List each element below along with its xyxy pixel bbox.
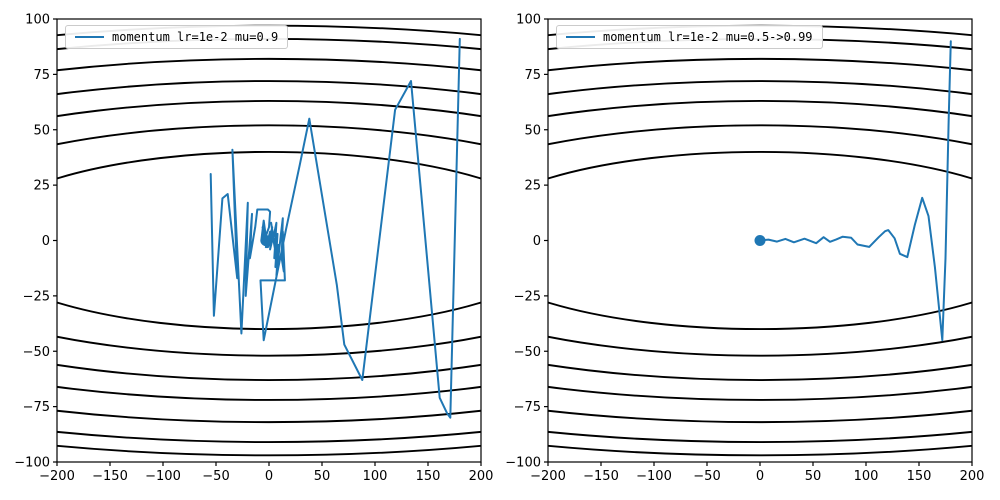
trajectory-line <box>759 40 952 342</box>
x-tick-label: −50 <box>693 469 720 484</box>
contour-ellipse <box>548 24 972 457</box>
contour-ellipse <box>548 80 972 401</box>
y-tick-label: 0 <box>42 234 50 249</box>
y-tick-label: 75 <box>524 68 541 83</box>
x-tick-label: 100 <box>363 469 388 484</box>
contour-ellipse <box>57 100 481 381</box>
x-tick-label: 150 <box>907 469 932 484</box>
y-tick-label: 25 <box>524 179 541 194</box>
contour-ellipse <box>57 38 481 443</box>
x-tick-label: −50 <box>202 469 229 484</box>
x-tick-label: −100 <box>145 469 181 484</box>
y-tick-label: −75 <box>514 400 541 415</box>
contour-ellipse <box>548 100 972 381</box>
contour-ellipse <box>548 124 972 357</box>
x-tick-label: −100 <box>636 469 672 484</box>
legend-line-sample <box>566 36 595 39</box>
x-tick-label: 200 <box>469 469 494 484</box>
y-tick-label: 50 <box>33 123 50 138</box>
x-tick-label: 100 <box>854 469 879 484</box>
x-tick-label: 200 <box>960 469 985 484</box>
legend-label: momentum lr=1e-2 mu=0.9 <box>112 30 279 44</box>
legend-box-left: momentum lr=1e-2 mu=0.9 <box>65 25 289 50</box>
x-tick-label: −200 <box>530 469 566 484</box>
y-tick-label: −25 <box>23 289 50 304</box>
endpoint-marker <box>260 235 272 246</box>
x-tick-label: 150 <box>416 469 441 484</box>
y-tick-label: 50 <box>524 123 541 138</box>
y-tick-label: −100 <box>505 456 541 471</box>
x-tick-label: 50 <box>805 469 822 484</box>
x-tick-label: 0 <box>756 469 764 484</box>
x-tick-label: 0 <box>265 469 273 484</box>
contour-ellipse <box>57 150 481 331</box>
y-tick-label: 75 <box>33 68 50 83</box>
legend-line-sample <box>75 36 104 39</box>
contour-ellipse <box>548 38 972 443</box>
contour-ellipse <box>548 150 972 331</box>
y-tick-label: 100 <box>25 13 50 28</box>
y-tick-label: −75 <box>23 400 50 415</box>
x-tick-label: −150 <box>92 469 128 484</box>
legend-label: momentum lr=1e-2 mu=0.5->0.99 <box>603 30 813 44</box>
y-tick-label: −25 <box>514 289 541 304</box>
contour-ellipse <box>57 80 481 401</box>
x-tick-label: 50 <box>314 469 331 484</box>
plot-area <box>57 24 481 457</box>
endpoint-marker <box>754 235 766 246</box>
y-tick-label: 0 <box>533 234 541 249</box>
trajectory-line <box>209 37 461 419</box>
y-tick-label: 25 <box>33 179 50 194</box>
contour-ellipse <box>548 57 972 424</box>
contour-ellipse <box>57 24 481 457</box>
y-tick-label: −50 <box>23 345 50 360</box>
y-tick-label: −50 <box>514 345 541 360</box>
plot-area <box>548 24 972 457</box>
y-tick-label: −100 <box>14 456 50 471</box>
legend-box-right: momentum lr=1e-2 mu=0.5->0.99 <box>556 25 823 50</box>
x-tick-label: −150 <box>583 469 619 484</box>
contour-ellipse <box>57 57 481 424</box>
y-tick-label: 100 <box>516 13 541 28</box>
contour-ellipse <box>57 124 481 357</box>
x-tick-label: −200 <box>39 469 75 484</box>
